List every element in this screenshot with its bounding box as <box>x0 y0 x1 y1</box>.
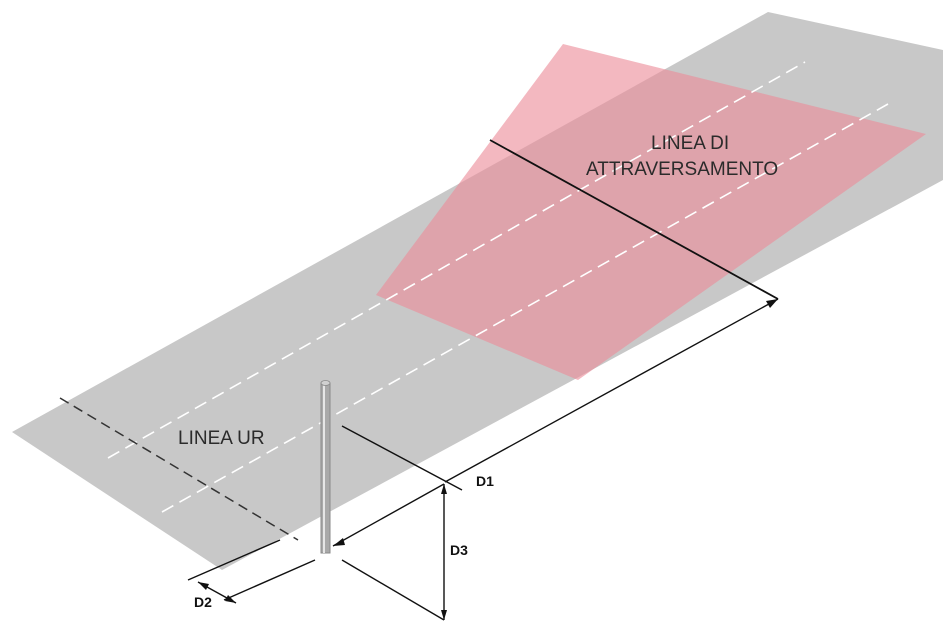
pole <box>320 380 331 554</box>
ur-line-label: LINEA UR <box>178 428 265 449</box>
d2-extension-line-1 <box>187 539 281 581</box>
d3-label: D3 <box>450 542 468 558</box>
crossing-zone <box>376 44 926 380</box>
d1-extension-line <box>341 425 463 491</box>
d1-label: D1 <box>476 473 494 489</box>
crossing-line-label-2: ATTRAVERSAMENTO <box>586 159 778 180</box>
d1-arrowhead <box>766 299 778 308</box>
ur-line <box>59 397 299 541</box>
crossing-line <box>489 139 779 300</box>
d3-arrowhead-top <box>441 484 447 494</box>
crossing-line-label-1: LINEA DI <box>651 133 729 154</box>
d2-arrowhead-end <box>225 595 236 603</box>
d1-d3-link-line <box>332 483 445 547</box>
link-arrowhead <box>333 538 345 546</box>
d2-extension-line-2 <box>223 559 316 601</box>
d2-arrowhead-start <box>198 582 209 590</box>
d1-dimension-line <box>444 298 779 483</box>
d2-label: D2 <box>194 594 212 610</box>
lane-marking-upper <box>107 61 806 459</box>
d3-base-line <box>341 559 445 621</box>
d3-arrowhead-bottom <box>441 610 447 620</box>
